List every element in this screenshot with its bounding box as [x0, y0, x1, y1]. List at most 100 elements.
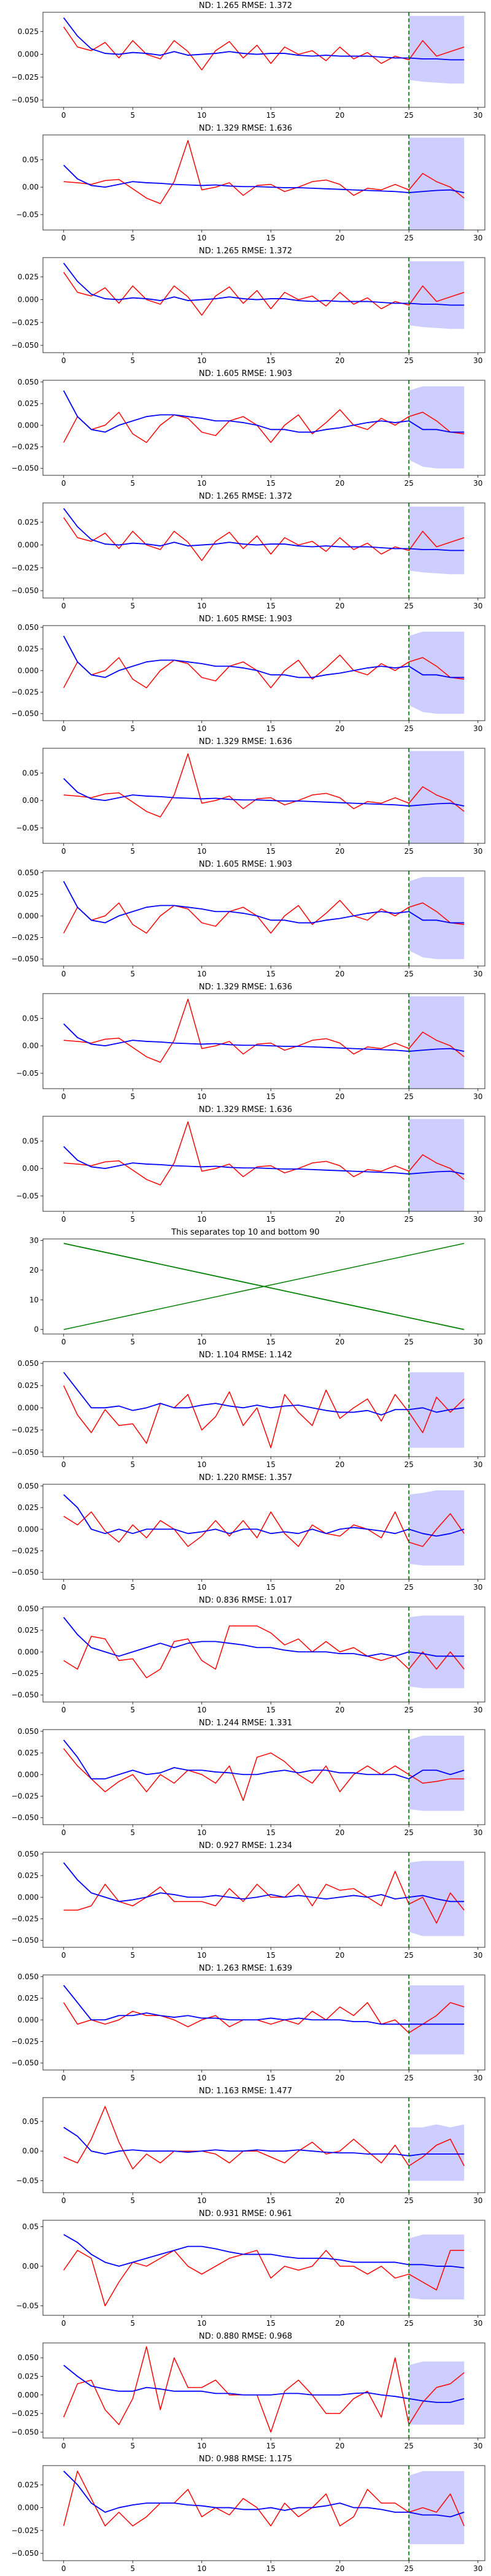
- actual-series-line: [63, 1748, 465, 1801]
- y-tick-label: 0.00: [22, 796, 39, 805]
- x-tick-label: 10: [197, 2442, 206, 2450]
- y-tick-label: −0.025: [12, 564, 39, 572]
- x-tick-label: 5: [130, 847, 135, 856]
- axes-frame: [42, 1606, 485, 1703]
- plot-area: [63, 2466, 465, 2561]
- y-tick-label: −0.050: [12, 1691, 39, 1700]
- prediction-series-line: [63, 1617, 465, 1657]
- y-tick-label: −0.050: [12, 2428, 39, 2436]
- x-tick-label: 5: [130, 602, 135, 610]
- y-tick-label: 0.000: [18, 1770, 39, 1779]
- prediction-series-line: [63, 1494, 465, 1537]
- x-tick-label: 10: [197, 847, 206, 856]
- x-tick-label: 20: [335, 2564, 344, 2573]
- chart-panel: ND: 1.329 RMSE: 1.636 0 5 10 15 20 25 30 −0.05 0.…: [0, 123, 491, 245]
- x-tick-label: 0: [61, 1460, 66, 1469]
- x-tick-label: 20: [335, 111, 344, 120]
- y-tick-label: 0.025: [18, 27, 39, 36]
- x-tick-label: 5: [130, 1460, 135, 1469]
- x-tick-label: 25: [404, 2196, 414, 2205]
- x-tick-label: 30: [473, 2564, 482, 2573]
- plot-area: [63, 871, 465, 966]
- x-tick-label: 20: [335, 1092, 344, 1101]
- x-tick-label: 10: [197, 1828, 206, 1837]
- actual-series-line: [63, 1385, 465, 1449]
- x-tick-label: 15: [266, 1092, 276, 1101]
- x-tick-label: 30: [473, 724, 482, 733]
- plot-area: [63, 1852, 465, 1947]
- y-tick-label: −0.025: [12, 73, 39, 82]
- x-tick-label: 25: [404, 111, 414, 120]
- x-tick-label: 5: [130, 724, 135, 733]
- x-tick-label: 0: [61, 1583, 66, 1592]
- x-tick-label: 30: [473, 2196, 482, 2205]
- y-tick-label: −0.05: [16, 1192, 39, 1200]
- x-tick-label: 20: [335, 847, 344, 856]
- x-tick-label: 5: [130, 1092, 135, 1101]
- actual-series-line: [63, 2250, 465, 2307]
- y-tick-label: 0.025: [18, 1626, 39, 1635]
- x-tick-label: 20: [335, 970, 344, 978]
- actual-series-line: [63, 2106, 465, 2169]
- x-tick-label: 30: [473, 847, 482, 856]
- plot-area: [63, 2098, 465, 2193]
- x-tick-label: 10: [197, 1583, 206, 1592]
- x-tick-label: 0: [61, 1828, 66, 1837]
- y-tick-label: 0.000: [18, 666, 39, 675]
- axes-frame: [42, 1729, 485, 1825]
- confidence-band: [409, 506, 465, 575]
- y-tick-label: −0.050: [12, 1814, 39, 1822]
- x-tick-label: 0: [61, 111, 66, 120]
- chart-panel: ND: 1.265 RMSE: 1.372 0 5 10 15 20 25 30 −0.050 −…: [0, 0, 491, 123]
- actual-series-line: [63, 1871, 465, 1924]
- y-tick-label: 0.050: [18, 1482, 39, 1490]
- y-tick-label: 0.025: [18, 272, 39, 281]
- y-tick-label: 0.000: [18, 1525, 39, 1533]
- x-tick-label: 20: [335, 1338, 344, 1346]
- actual-series-line: [63, 1625, 465, 1679]
- chart-title: ND: 1.605 RMSE: 1.903: [198, 369, 293, 378]
- plot-area: [63, 1975, 465, 2070]
- y-tick-label: −0.050: [12, 1568, 39, 1577]
- chart-panel: ND: 1.605 RMSE: 1.903 0 5 10 15 20 25 30 −0.050 −…: [0, 613, 491, 736]
- prediction-series-line: [63, 508, 465, 551]
- chart-panel: ND: 1.263 RMSE: 1.639 0 5 10 15 20 25 30 −0.050 −…: [0, 1963, 491, 2085]
- x-tick-label: 0: [61, 2319, 66, 2328]
- y-tick-label: −0.025: [12, 1915, 39, 1923]
- chart-svg: 0 5 10 15 20 25 30 −0.050 −0.025 0.000 0.025 0.050: [12, 1359, 485, 1469]
- axes-frame: [42, 1238, 485, 1335]
- x-tick-label: 25: [404, 1583, 414, 1592]
- y-tick-label: 0.000: [18, 1893, 39, 1901]
- chart-panel: ND: 0.931 RMSE: 0.961 0 5 10 15 20 25 30 −0.05 0.…: [0, 2208, 491, 2331]
- y-tick-label: −0.050: [12, 341, 39, 350]
- y-tick-label: 0.05: [22, 769, 39, 777]
- x-tick-label: 30: [473, 1338, 482, 1346]
- x-tick-label: 15: [266, 111, 276, 120]
- x-tick-label: 10: [197, 724, 206, 733]
- actual-series-line: [63, 140, 465, 204]
- axes-frame: [42, 2465, 485, 2561]
- x-tick-label: 25: [404, 2564, 414, 2573]
- y-tick-label: 0.00: [22, 2147, 39, 2155]
- axes-frame: [42, 2097, 485, 2193]
- plot-area: [63, 503, 465, 598]
- chart-svg: 0 5 10 15 20 25 30 −0.050 −0.025 0.000 0.025: [12, 12, 485, 120]
- actual-series-line: [63, 2471, 465, 2527]
- chart-title: ND: 1.605 RMSE: 1.903: [198, 615, 293, 624]
- x-tick-label: 0: [61, 602, 66, 610]
- y-tick-label: 0.05: [22, 155, 39, 164]
- x-tick-label: 20: [335, 1215, 344, 1224]
- x-tick-label: 0: [61, 1338, 66, 1346]
- x-tick-label: 20: [335, 1706, 344, 1714]
- y-tick-label: 0.05: [22, 2222, 39, 2231]
- y-tick-label: 20: [29, 1266, 39, 1275]
- y-tick-label: 0.000: [18, 50, 39, 59]
- x-tick-label: 25: [404, 1092, 414, 1101]
- x-tick-label: 25: [404, 970, 414, 978]
- y-tick-label: −0.025: [12, 933, 39, 942]
- x-tick-label: 30: [473, 1706, 482, 1714]
- chart-panel: ND: 1.265 RMSE: 1.372 0 5 10 15 20 25 30 −0.050 −…: [0, 245, 491, 368]
- x-tick-label: 20: [335, 1583, 344, 1592]
- axes-frame: [42, 502, 485, 599]
- prediction-series-line: [63, 1146, 465, 1175]
